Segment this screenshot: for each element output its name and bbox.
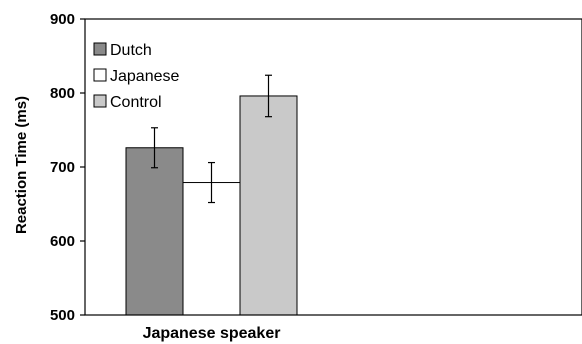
y-axis-label: Reaction Time (ms) xyxy=(13,96,30,234)
legend-label: Dutch xyxy=(110,42,152,59)
error-bar-japanese xyxy=(208,161,215,204)
y-tick-label-700: 700 xyxy=(50,159,75,176)
legend-label: Control xyxy=(110,94,162,111)
y-tick-label-800: 800 xyxy=(50,85,75,102)
legend-item-dutch: Dutch xyxy=(93,42,152,59)
x-axis-categories: Japanese speaker xyxy=(143,325,281,342)
legend-label: Japanese xyxy=(110,68,179,85)
legend-swatch xyxy=(93,42,107,56)
legend: Dutch Japanese Control xyxy=(93,42,179,111)
bar-japanese xyxy=(182,182,241,316)
legend-item-control: Control xyxy=(93,94,162,111)
error-bars xyxy=(151,74,272,204)
y-tick-label-600: 600 xyxy=(50,233,75,250)
error-bar-control xyxy=(265,74,272,118)
y-tick-label-900: 900 xyxy=(50,11,75,28)
bars xyxy=(125,95,298,316)
legend-swatch xyxy=(93,94,107,108)
plot-frame xyxy=(84,18,582,316)
bar-control xyxy=(239,95,298,316)
error-bar-dutch xyxy=(151,127,158,169)
legend-swatch xyxy=(93,68,107,82)
y-axis: 500 600 700 800 900 xyxy=(50,11,85,324)
legend-item-japanese: Japanese xyxy=(93,68,179,85)
y-tick-label-500: 500 xyxy=(50,307,75,324)
bar-dutch xyxy=(125,147,184,316)
x-category-label: Japanese speaker xyxy=(143,325,281,342)
